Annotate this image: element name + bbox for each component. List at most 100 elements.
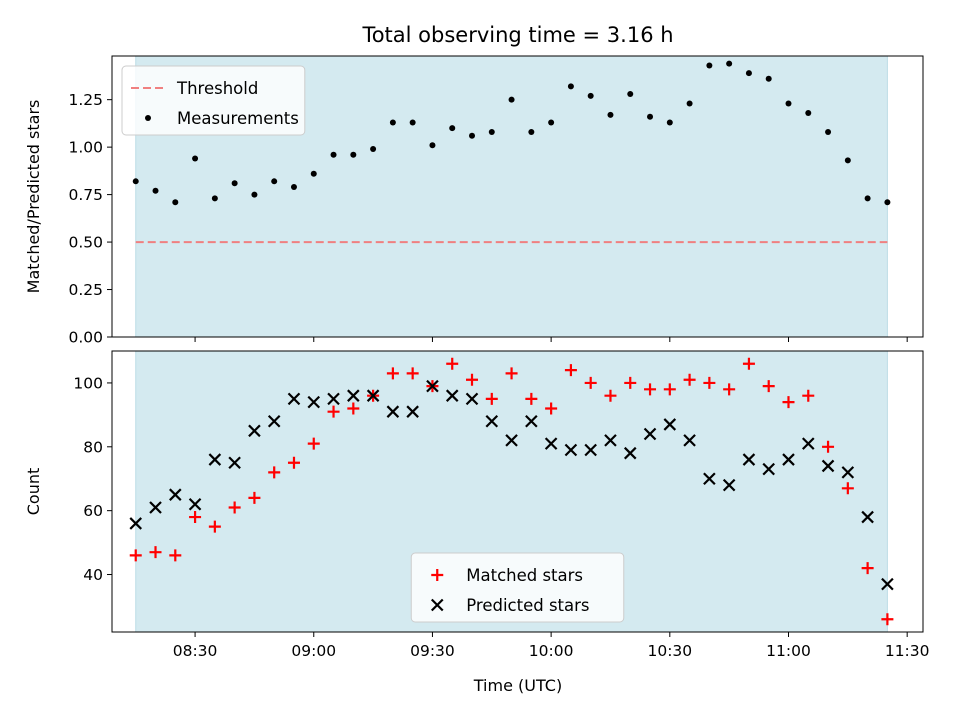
- measurement-point: [844, 157, 851, 164]
- matched-stars-point: [149, 546, 162, 559]
- x-tick-label: 11:30: [885, 642, 930, 660]
- y-axis-label: Matched/Predicted stars: [24, 100, 43, 294]
- predicted-stars-point: [248, 424, 261, 438]
- legend-entry-label: Matched stars: [466, 566, 583, 585]
- matched-stars-point: [446, 357, 459, 370]
- predicted-stars-point: [584, 443, 597, 457]
- predicted-stars-point: [426, 379, 439, 393]
- measurement-point: [370, 146, 377, 153]
- predicted-stars-point: [722, 478, 736, 492]
- matched-stars-point: [347, 402, 360, 415]
- predicted-stars-point: [801, 437, 815, 450]
- predicted-stars-point: [169, 488, 182, 501]
- legend-matched-swatch: [431, 569, 444, 581]
- measurement-point: [192, 155, 199, 162]
- measurement-point: [469, 132, 476, 139]
- predicted-stars-point: [742, 453, 756, 466]
- measurement-point: [389, 119, 396, 126]
- measurement-point: [488, 128, 495, 135]
- predicted-stars-point: [782, 453, 795, 466]
- measurement-point: [706, 62, 713, 69]
- matched-stars-point: [327, 405, 340, 418]
- predicted-stars-point: [208, 453, 222, 466]
- predicted-stars-point: [762, 462, 775, 476]
- y-tick-label: 1.00: [68, 139, 103, 157]
- y-tick-label: 0.25: [68, 281, 103, 299]
- predicted-stars-point: [683, 434, 696, 447]
- measurement-point: [449, 125, 456, 132]
- measurement-point: [647, 113, 654, 120]
- predicted-stars-point: [149, 501, 162, 514]
- measurement-point: [152, 187, 159, 194]
- matched-stars-point: [644, 383, 657, 396]
- y-tick-label: 80: [83, 438, 103, 456]
- predicted-stars-point: [406, 405, 419, 418]
- measurement-point: [627, 90, 634, 97]
- predicted-stars-point: [327, 392, 340, 406]
- predicted-stars-point: [347, 389, 360, 402]
- predicted-stars-point: [228, 456, 241, 470]
- x-tick-label: 10:00: [529, 642, 574, 660]
- matched-stars-point: [406, 367, 419, 380]
- matched-stars-point: [624, 376, 637, 389]
- predicted-stars-point: [643, 427, 657, 441]
- legend-entry-label: Threshold: [176, 79, 258, 98]
- y-tick-label: 60: [83, 502, 103, 520]
- predicted-stars-point: [287, 392, 301, 406]
- predicted-stars-point: [861, 510, 874, 524]
- matched-stars-point: [861, 562, 874, 575]
- matched-stars-point: [287, 456, 300, 469]
- predicted-stars-point: [366, 389, 380, 402]
- predicted-stars-point: [129, 517, 143, 530]
- measurement-point: [172, 199, 179, 206]
- predicted-stars-point: [525, 414, 538, 428]
- matched-stars-point: [525, 392, 538, 405]
- matched-stars-point: [169, 549, 182, 562]
- y-tick-label: 0.00: [68, 329, 103, 347]
- matched-stars-point: [822, 440, 835, 453]
- matched-stars-point: [386, 367, 399, 380]
- measurement-point: [211, 195, 218, 202]
- matched-stars-point: [564, 364, 577, 377]
- matched-stars-point: [189, 511, 202, 524]
- legend-box: [410, 552, 625, 623]
- measurement-point: [508, 96, 515, 103]
- predicted-stars-point: [445, 389, 459, 402]
- matched-stars-point: [307, 437, 320, 450]
- matched-stars-point: [268, 466, 281, 479]
- x-tick-label: 10:30: [647, 642, 692, 660]
- matched-stars-point: [466, 373, 479, 386]
- measurement-point: [548, 119, 555, 126]
- axes-frame: [111, 350, 924, 633]
- measurement-point: [686, 100, 693, 107]
- measurement-point: [251, 191, 258, 198]
- matched-stars-point: [485, 392, 498, 405]
- legend-box: [121, 65, 306, 136]
- x-tick-label: 09:00: [291, 642, 336, 660]
- y-tick-label: 0.50: [68, 234, 103, 252]
- matched-stars-point: [782, 396, 795, 409]
- measurement-point: [825, 128, 832, 135]
- matched-stars-point: [584, 376, 597, 389]
- measurement-point: [884, 199, 891, 206]
- measurement-point: [805, 109, 812, 116]
- matched-stars-point: [545, 402, 558, 415]
- predicted-stars-point: [564, 443, 578, 457]
- x-axis-label: Time (UTC): [473, 676, 562, 695]
- matched-stars-point: [208, 520, 221, 533]
- matched-stars-point: [604, 389, 617, 402]
- matched-stars-point: [841, 482, 854, 495]
- predicted-stars-point: [267, 414, 281, 428]
- measurement-point: [864, 195, 871, 202]
- bottom-panel-count: 40 60 80 100 08:30 09:00 09:30 10:00 10:30 11:00 1…: [24, 350, 930, 660]
- predicted-stars-point: [188, 497, 202, 511]
- x-tick-label: 11:00: [766, 642, 811, 660]
- y-tick-label: 1.25: [68, 91, 103, 109]
- matched-stars-point: [129, 549, 142, 562]
- predicted-stars-point: [623, 446, 637, 460]
- matched-stars-point: [248, 491, 261, 504]
- measurement-point: [271, 178, 278, 185]
- matched-stars-point: [802, 389, 815, 402]
- axes-frame: [111, 55, 924, 338]
